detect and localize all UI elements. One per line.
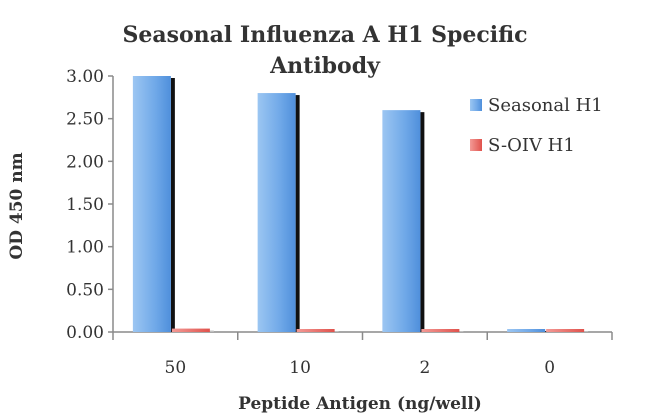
- bar-shadow: [295, 95, 300, 332]
- x-tick-label: 50: [165, 358, 187, 378]
- y-tick-label: 2.50: [66, 110, 104, 130]
- bar-s-oiv-h1-50: [171, 328, 210, 332]
- y-tick-label: 1.50: [66, 195, 104, 215]
- legend-label-seasonal-h1: Seasonal H1: [488, 95, 603, 116]
- bar-seasonal-h1-50: [132, 76, 171, 332]
- bar-seasonal-h1-2: [382, 110, 421, 332]
- bar-s-oiv-h1-0: [546, 329, 585, 332]
- bar-shadow: [170, 78, 175, 332]
- y-tick-label: 0.00: [66, 323, 104, 343]
- y-tick-label: 0.50: [66, 280, 104, 300]
- bar-seasonal-h1-10: [257, 93, 296, 332]
- chart-title-line-2: Antibody: [269, 53, 381, 79]
- bar-shadow: [209, 330, 214, 332]
- legend-swatch-seasonal-h1: [470, 99, 482, 111]
- x-tick-label: 10: [289, 358, 311, 378]
- bar-s-oiv-h1-2: [421, 329, 460, 332]
- chart-title-line-1: Seasonal Influenza A H1 Specific: [122, 22, 527, 48]
- legend: Seasonal H1 S-OIV H1: [470, 95, 603, 156]
- y-tick-label: 1.00: [66, 238, 104, 258]
- bar-seasonal-h1-0: [507, 329, 546, 332]
- legend-label-s-oiv-h1: S-OIV H1: [488, 135, 575, 156]
- x-axis-label: Peptide Antigen (ng/well): [238, 394, 482, 414]
- bar-shadow: [334, 331, 339, 332]
- x-tick-label: 0: [544, 358, 555, 378]
- bar-s-oiv-h1-10: [296, 329, 335, 332]
- y-tick-label: 3.00: [66, 67, 104, 87]
- bar-shadow: [584, 331, 589, 332]
- plot-area: 0.00 0.50 1.00 1.50 2.00 2.50 3.00 50 10 2 0: [66, 67, 613, 378]
- bar-shadow: [459, 331, 464, 332]
- bar-shadow: [420, 112, 425, 332]
- legend-swatch-s-oiv-h1: [470, 139, 482, 151]
- y-tick-label: 2.00: [66, 152, 104, 172]
- x-tick-label: 2: [419, 358, 430, 378]
- y-axis-label: OD 450 nm: [7, 152, 27, 259]
